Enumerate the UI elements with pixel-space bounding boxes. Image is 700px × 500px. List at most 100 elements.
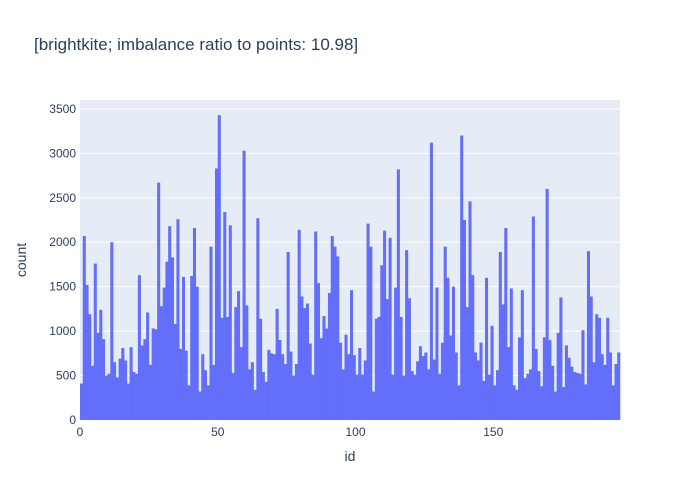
bar — [407, 298, 411, 420]
bar — [567, 357, 571, 420]
bar — [82, 236, 86, 420]
bar — [410, 371, 414, 420]
bar — [465, 307, 469, 420]
bar — [575, 372, 579, 420]
bar — [427, 369, 431, 420]
bar — [496, 370, 500, 420]
bar — [435, 287, 439, 420]
bar — [85, 284, 89, 420]
bar — [418, 346, 422, 420]
bar — [253, 389, 257, 420]
bar — [187, 385, 191, 420]
bar — [250, 362, 254, 420]
bar — [248, 369, 252, 420]
y-axis-title: count — [13, 243, 29, 277]
bar — [584, 384, 588, 420]
bar — [595, 314, 599, 420]
bar — [383, 230, 387, 420]
bar — [553, 391, 557, 420]
x-axis-ticks: 0 50 100 150 — [77, 425, 504, 439]
bar — [135, 373, 139, 420]
bar — [526, 373, 530, 420]
bar — [88, 314, 92, 420]
bar — [592, 362, 596, 420]
bar — [270, 353, 274, 420]
bar — [316, 283, 320, 420]
bar — [292, 375, 296, 420]
bar — [429, 142, 433, 420]
bar — [124, 360, 128, 420]
bar — [366, 223, 370, 420]
bar — [570, 366, 574, 420]
bar — [391, 374, 395, 420]
bar — [286, 252, 290, 420]
bar — [203, 370, 208, 420]
bar — [498, 252, 502, 420]
bar — [537, 371, 541, 420]
bar — [421, 356, 425, 420]
bar — [234, 307, 238, 420]
bar — [586, 251, 590, 420]
y-tick-label: 0 — [69, 413, 76, 427]
bar — [190, 276, 194, 420]
bar — [110, 242, 114, 420]
bar — [611, 385, 615, 420]
bar — [300, 296, 304, 420]
bar — [132, 372, 136, 420]
bar — [294, 364, 298, 420]
bar — [245, 305, 249, 420]
bar — [237, 291, 241, 420]
bar — [154, 329, 158, 420]
bar — [115, 377, 119, 420]
bar — [137, 275, 141, 420]
bar — [416, 361, 420, 420]
bar — [107, 373, 111, 420]
bar — [551, 365, 555, 420]
bar — [195, 286, 199, 420]
bar — [597, 317, 602, 420]
bar — [545, 188, 549, 420]
bar — [209, 246, 213, 420]
bar — [278, 340, 282, 420]
bar — [529, 369, 533, 420]
bar — [264, 381, 268, 420]
bar — [168, 226, 172, 420]
bar — [454, 352, 458, 420]
bar — [226, 316, 230, 420]
bar — [267, 349, 271, 420]
bar — [129, 347, 133, 420]
y-axis-ticks: 0 500 1000 1500 2000 2500 3000 3500 — [49, 102, 76, 427]
bar — [482, 380, 486, 420]
x-tick-label: 100 — [345, 425, 365, 439]
bar — [578, 373, 582, 420]
y-tick-label: 2000 — [49, 235, 76, 249]
bar — [451, 286, 455, 420]
bar — [394, 287, 398, 420]
bar — [192, 228, 197, 420]
bar — [507, 347, 511, 420]
bar — [91, 365, 95, 420]
bar — [239, 347, 243, 420]
bar — [385, 299, 389, 420]
bar — [487, 374, 491, 420]
bar — [559, 297, 563, 420]
bar — [344, 334, 348, 420]
bar — [206, 385, 210, 420]
bar — [148, 364, 152, 420]
x-tick-label: 150 — [483, 425, 503, 439]
bar — [512, 385, 516, 420]
bar — [347, 354, 351, 420]
bar — [581, 330, 585, 420]
bar — [479, 342, 483, 420]
bar — [438, 373, 442, 420]
bar — [184, 350, 188, 420]
bar — [562, 387, 566, 420]
bar — [468, 201, 472, 420]
bar — [399, 316, 403, 420]
x-tick-label: 50 — [211, 425, 225, 439]
bar — [614, 364, 618, 420]
bar — [606, 317, 610, 420]
bar — [341, 369, 345, 420]
bar — [212, 364, 216, 420]
